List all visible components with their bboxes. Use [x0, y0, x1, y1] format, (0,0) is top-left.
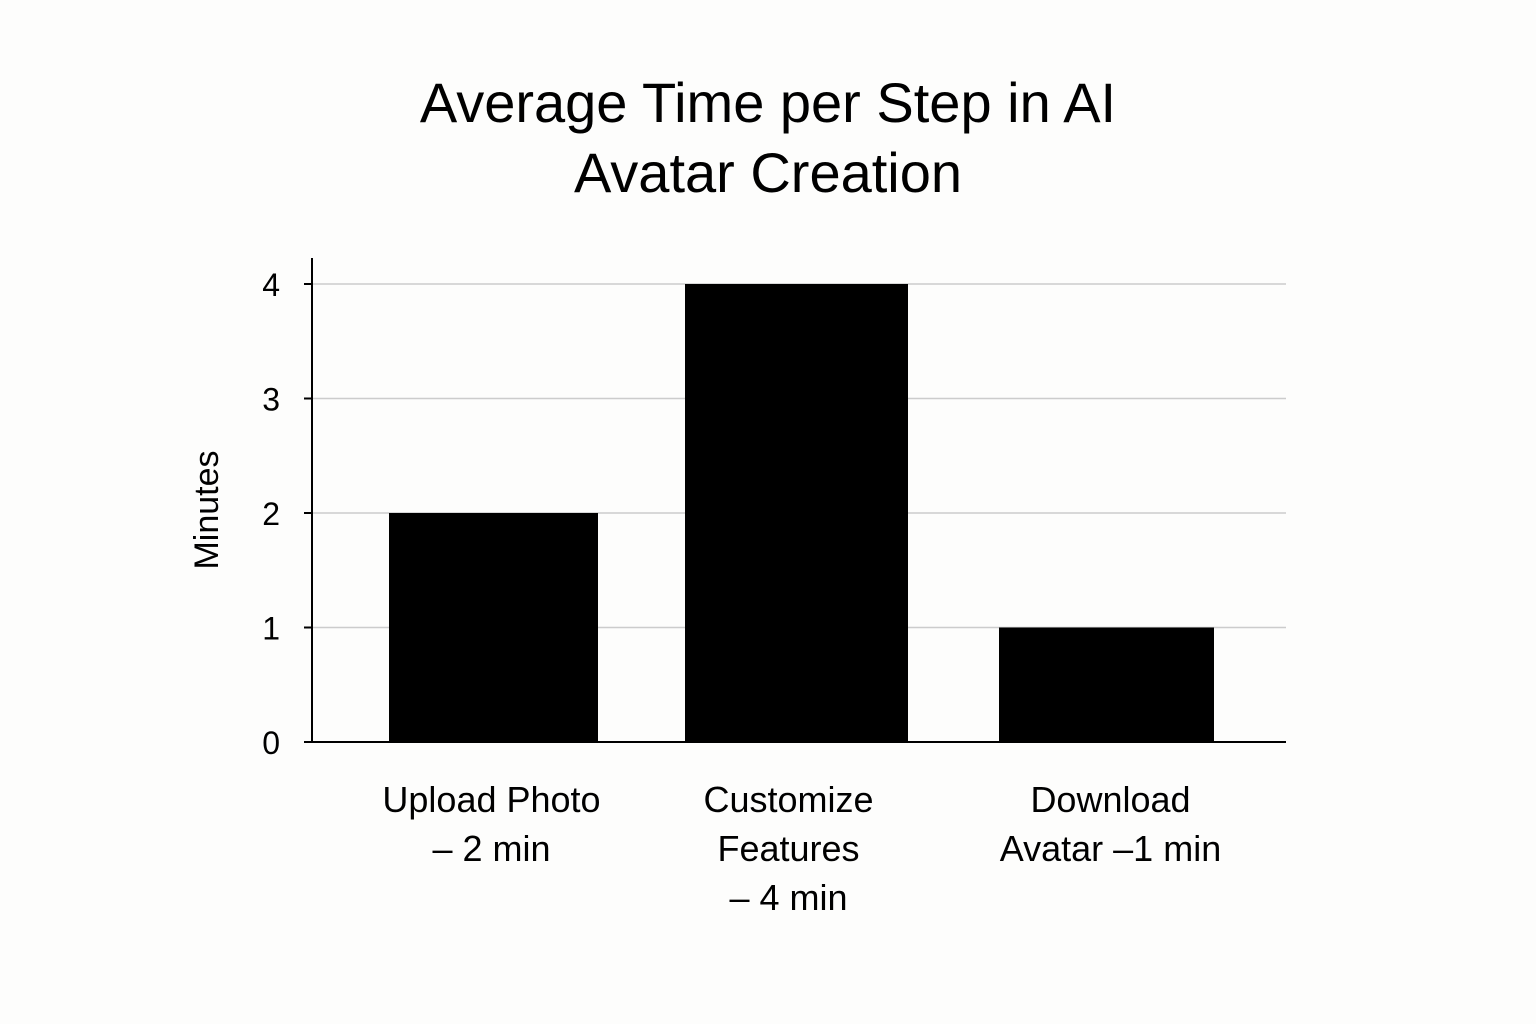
x-category-label-2: Customize Features – 4 min [703, 779, 873, 918]
y-tick-label-2: 2 [262, 496, 280, 532]
chart-title-line-1: Average Time per Step in AI [419, 71, 1117, 134]
x-category-label-2-line-3: – 4 min [729, 877, 847, 918]
chart-title-line-2: Avatar Creation [573, 141, 963, 204]
y-tick-label-4: 4 [262, 267, 280, 303]
y-tick-label-1: 1 [262, 611, 280, 647]
bar-2 [685, 284, 908, 742]
x-category-labels: Upload Photo – 2 min Customize Features – 4 … [382, 779, 1221, 918]
y-tick-labels: 0 1 2 3 4 [262, 267, 280, 761]
x-category-label-3-line-1: Download [1030, 779, 1190, 820]
x-category-label-1-line-2: – 2 min [432, 828, 550, 869]
bar-3 [999, 627, 1214, 742]
chart-title: Average Time per Step in AI Avatar Creat… [0, 68, 1536, 208]
y-axis-title: Minutes [188, 450, 226, 569]
x-category-label-3-line-2: Avatar –1 min [1000, 828, 1221, 869]
bar-1 [389, 513, 598, 742]
x-category-label-2-line-2: Features [717, 828, 859, 869]
y-tick-label-0: 0 [262, 725, 280, 761]
bars [389, 284, 1214, 742]
x-category-label-1-line-1: Upload Photo [382, 779, 600, 820]
y-tick-label-3: 3 [262, 382, 280, 418]
x-category-label-3: Download Avatar –1 min [1000, 779, 1221, 869]
x-category-label-1: Upload Photo – 2 min [382, 779, 600, 869]
axes [304, 258, 1286, 743]
x-category-label-2-line-1: Customize [703, 779, 873, 820]
